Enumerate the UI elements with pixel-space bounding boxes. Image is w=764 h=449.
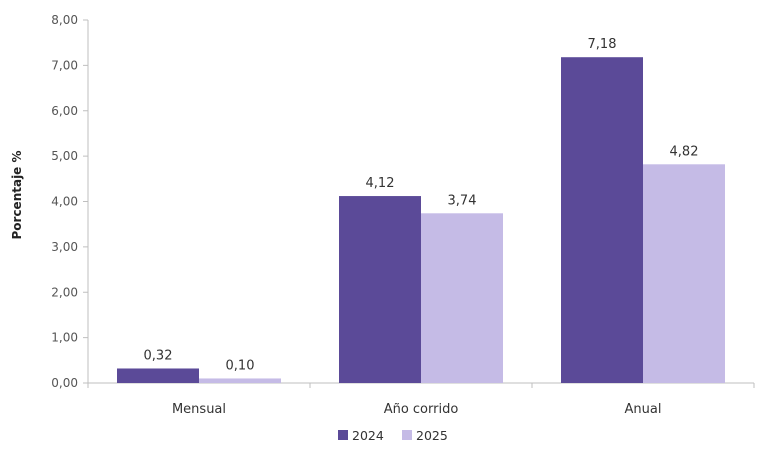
x-axis: Mensual Año corrido Anual bbox=[87, 382, 755, 417]
bar-2025 bbox=[643, 164, 725, 383]
bar-2025 bbox=[421, 213, 503, 383]
x-category-label: Anual bbox=[625, 402, 662, 417]
data-label-2024: 0,32 bbox=[144, 348, 173, 363]
y-tick-label: 2,00 bbox=[51, 285, 78, 299]
y-tick-label: 0,00 bbox=[51, 376, 78, 390]
y-tick-label: 5,00 bbox=[51, 149, 78, 163]
data-label-2025: 4,82 bbox=[670, 144, 699, 159]
data-label-2025: 3,74 bbox=[448, 193, 477, 208]
x-category-label: Año corrido bbox=[384, 402, 459, 417]
data-label-2024: 7,18 bbox=[588, 37, 617, 52]
y-tick-label: 7,00 bbox=[51, 58, 78, 72]
legend: 2024 2025 bbox=[338, 428, 448, 443]
legend-swatch-2024 bbox=[338, 430, 348, 440]
data-labels-group: 0,32 0,10 4,12 3,74 7,18 4,82 bbox=[144, 37, 699, 373]
bar-2024 bbox=[339, 196, 421, 383]
y-axis: 0,00 1,00 2,00 3,00 4,00 5,00 6,00 7,00 8,00 bbox=[51, 13, 89, 390]
bar-2024 bbox=[561, 57, 643, 384]
x-category-label: Mensual bbox=[172, 402, 226, 417]
y-tick-label: 4,00 bbox=[51, 195, 78, 209]
y-tick-label: 1,00 bbox=[51, 331, 78, 345]
legend-label-2024: 2024 bbox=[352, 428, 384, 443]
y-axis-label: Porcentaje % bbox=[10, 150, 24, 239]
legend-label-2025: 2025 bbox=[416, 428, 448, 443]
y-tick-label: 6,00 bbox=[51, 104, 78, 118]
legend-swatch-2025 bbox=[402, 430, 412, 440]
y-tick-label: 8,00 bbox=[51, 13, 78, 27]
data-label-2024: 4,12 bbox=[366, 176, 395, 191]
bars-group bbox=[117, 57, 725, 384]
bar-2024 bbox=[117, 368, 199, 383]
data-label-2025: 0,10 bbox=[226, 358, 255, 373]
y-tick-label: 3,00 bbox=[51, 240, 78, 254]
bar-2025 bbox=[199, 378, 281, 383]
